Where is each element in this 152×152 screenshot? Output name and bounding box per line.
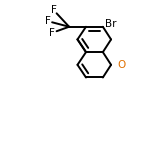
Text: F: F [45,16,51,26]
Text: F: F [49,28,55,38]
Text: Br: Br [105,19,117,29]
Text: O: O [117,60,125,70]
Text: F: F [51,5,57,15]
